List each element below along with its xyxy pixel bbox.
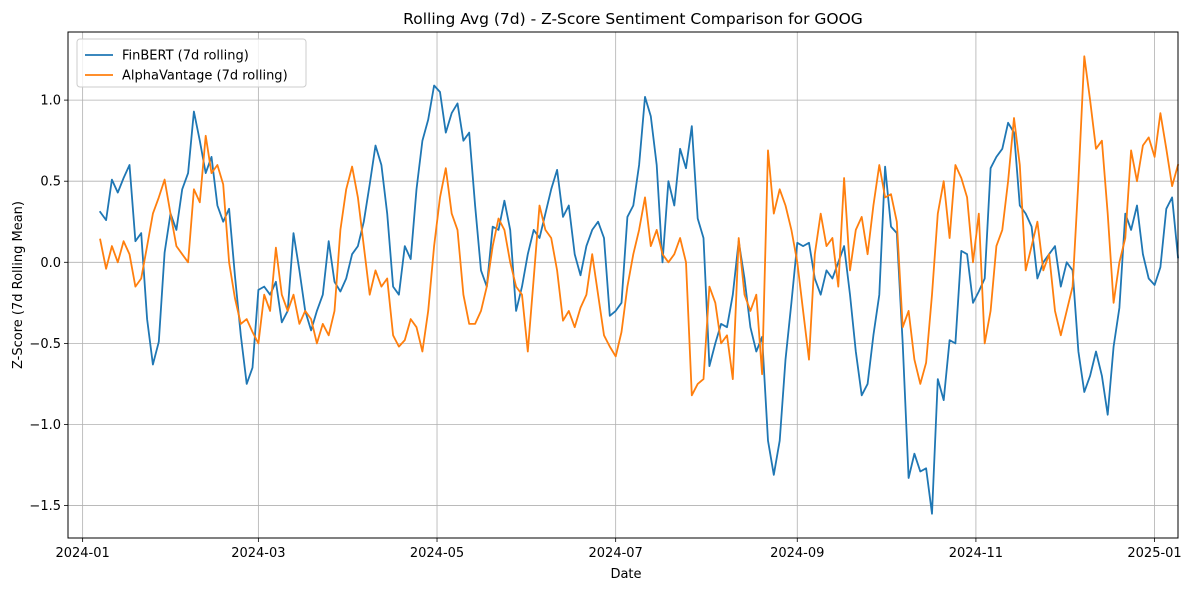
- legend-label: AlphaVantage (7d rolling): [122, 69, 288, 84]
- legend-label: FinBERT (7d rolling): [122, 49, 249, 64]
- y-axis: 1.0 0.5 0.0 −0.5 −1.0 −1.5: [29, 94, 68, 514]
- y-tick-label: −1.0: [29, 418, 61, 433]
- legend: FinBERT (7d rolling) AlphaVantage (7d rol…: [76, 38, 307, 88]
- grid: [68, 32, 1178, 538]
- y-tick-label: 0.0: [40, 256, 61, 271]
- series-lines: [98, 55, 1180, 515]
- legend-box: [76, 38, 307, 88]
- x-tick-label: 2024-03: [231, 546, 285, 561]
- x-tick-label: 2024-01: [55, 546, 109, 561]
- x-tick-label: 2024-09: [770, 546, 824, 561]
- x-tick-label: 2024-07: [589, 546, 643, 561]
- y-tick-label: −1.5: [29, 499, 61, 514]
- y-tick-label: 0.5: [40, 175, 61, 190]
- y-tick-label: 1.0: [40, 94, 61, 109]
- chart-title: Rolling Avg (7d) - Z-Score Sentiment Com…: [403, 10, 863, 28]
- plot-frame: [67, 31, 1179, 539]
- x-tick-label: 2024-05: [410, 546, 464, 561]
- x-axis: 2024-01 2024-03 2024-05 2024-07 2024-09 2024-…: [55, 538, 1182, 561]
- x-axis-title: Date: [610, 567, 641, 582]
- x-tick-label: 2024-11: [949, 546, 1003, 561]
- series-line-alphavantage: [99, 55, 1180, 397]
- y-axis-title: Z-Score (7d Rolling Mean): [11, 201, 26, 369]
- series-line-finbert: [98, 84, 1179, 515]
- y-tick-label: −0.5: [29, 337, 61, 352]
- x-tick-label: 2025-01: [1127, 546, 1181, 561]
